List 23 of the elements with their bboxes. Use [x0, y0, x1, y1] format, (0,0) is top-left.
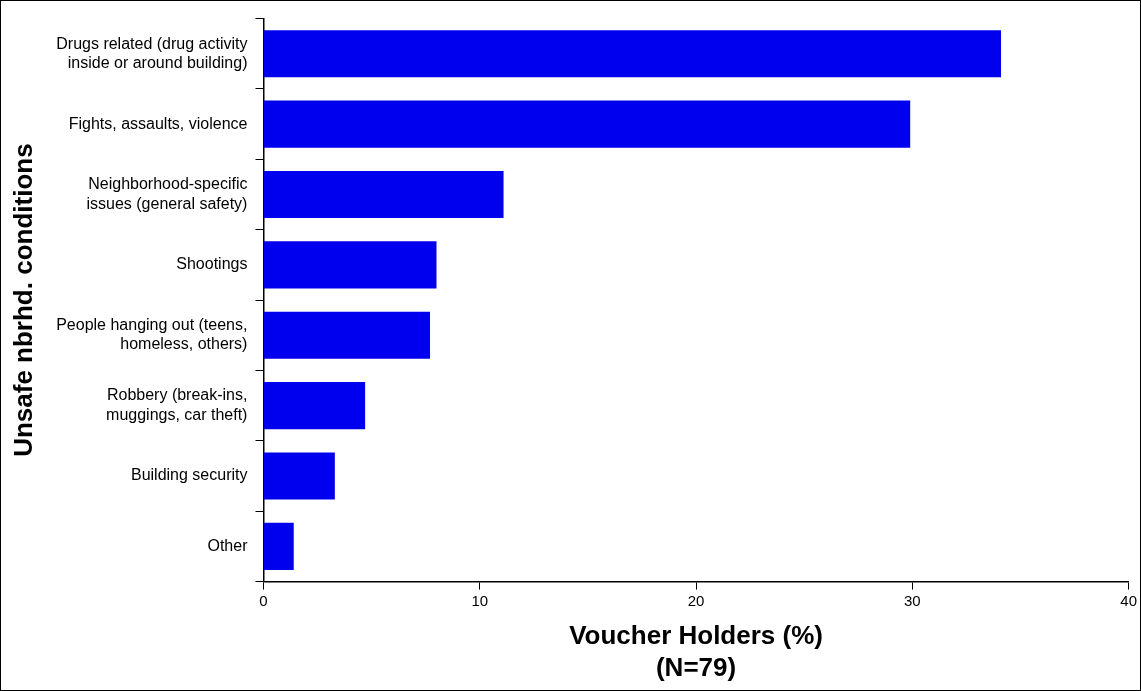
x-tick-label: 0 [259, 591, 268, 609]
y-tick-label: Drugs related (drug activity inside or around building) [56, 34, 248, 71]
bar [263, 452, 335, 500]
bar [263, 100, 911, 148]
y-tick-label: Neighborhood-specific issues (general safety) [86, 175, 248, 212]
x-axis-title: Voucher Holders (%) (N=79) [569, 620, 823, 682]
x-tick-label: 10 [471, 591, 489, 609]
bar [263, 241, 437, 289]
bar [263, 30, 1002, 78]
bar [263, 382, 366, 430]
y-tick-label: Fights, assaults, violence [68, 114, 248, 132]
y-tick-label: Building security [130, 466, 248, 484]
y-axis-title: Unsafe nbrhd. conditions [7, 143, 38, 457]
x-tick-label: 30 [904, 591, 921, 609]
x-tick-label: 40 [1120, 591, 1137, 609]
y-tick-label: Shootings [176, 255, 248, 273]
y-tick-label: Robbery (break-ins, muggings, car theft) [106, 386, 248, 423]
bar [263, 170, 504, 219]
y-tick-label: Other [207, 536, 249, 554]
bar [263, 522, 294, 570]
y-tick-label: People hanging out (teens, homeless, others) [56, 316, 248, 353]
x-tick-label: 20 [687, 591, 705, 609]
bar [263, 311, 431, 359]
